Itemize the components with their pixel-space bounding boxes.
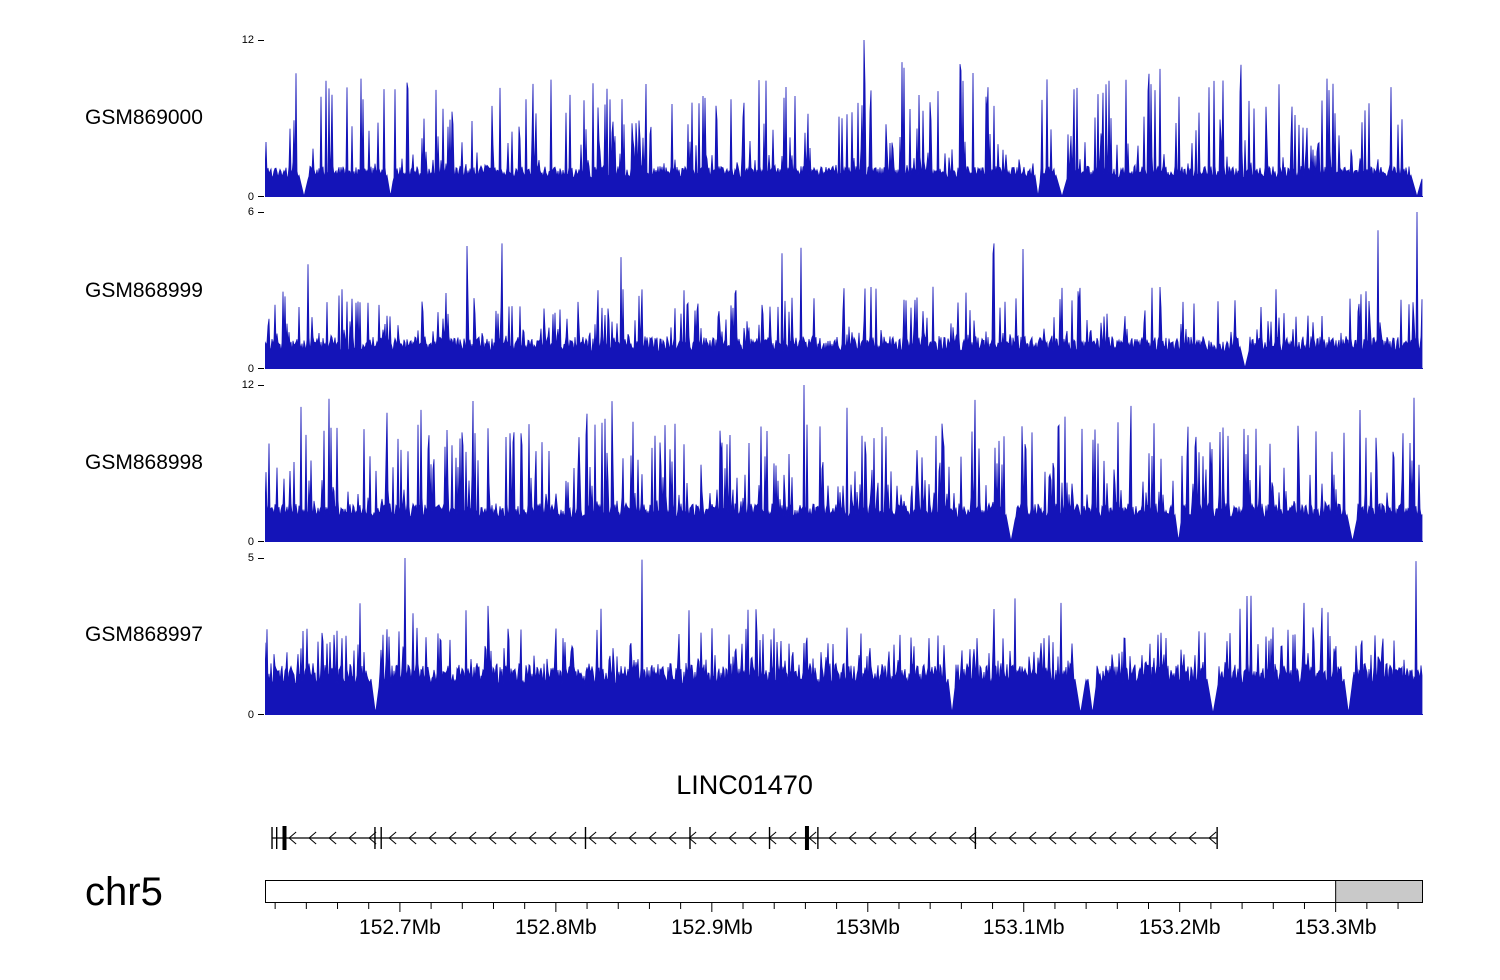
- svg-text:153.3Mb: 153.3Mb: [1295, 916, 1377, 939]
- y-axis-tick: [258, 714, 264, 715]
- gene-model: [271, 826, 1218, 850]
- track-label: GSM868999: [85, 279, 203, 302]
- y-axis-tick: [258, 541, 264, 542]
- y-axis-zero-label: 0: [247, 536, 254, 548]
- svg-text:152.9Mb: 152.9Mb: [671, 916, 753, 939]
- svg-text:152.7Mb: 152.7Mb: [359, 916, 441, 939]
- y-axis-tick: [258, 196, 264, 197]
- y-axis-max-label: 5: [247, 552, 254, 564]
- y-axis-max-label: 12: [241, 34, 254, 46]
- svg-text:152.8Mb: 152.8Mb: [515, 916, 597, 939]
- track-label: GSM868997: [85, 623, 203, 646]
- svg-text:153.2Mb: 153.2Mb: [1139, 916, 1221, 939]
- chromosome-axis: 152.7Mb 152.8Mb 152.9Mb 153Mb 153.1Mb 153.2Mb…: [265, 880, 1423, 939]
- gene-name-label: LINC01470: [676, 770, 813, 800]
- y-axis-tick: [258, 212, 264, 213]
- coverage-signal-plot: [265, 558, 1423, 715]
- track-label: GSM869000: [85, 106, 203, 129]
- y-axis-tick: [258, 558, 264, 559]
- y-axis-max-label: 6: [247, 206, 254, 218]
- chromosome-name-label: chr5: [85, 870, 163, 914]
- coverage-signal-plot: [265, 385, 1423, 542]
- y-axis-tick: [258, 385, 264, 386]
- y-axis-zero-label: 0: [247, 191, 254, 203]
- y-axis-zero-label: 0: [247, 363, 254, 375]
- coverage-signal-plot: [265, 40, 1423, 197]
- svg-text:153Mb: 153Mb: [836, 916, 900, 939]
- coverage-signal-plot: [265, 212, 1423, 369]
- svg-text:153.1Mb: 153.1Mb: [983, 916, 1065, 939]
- track-label: GSM868998: [85, 451, 203, 474]
- y-axis-max-label: 12: [241, 379, 254, 391]
- y-axis-tick: [258, 40, 264, 41]
- y-axis-tick: [258, 368, 264, 369]
- y-axis-zero-label: 0: [247, 709, 254, 721]
